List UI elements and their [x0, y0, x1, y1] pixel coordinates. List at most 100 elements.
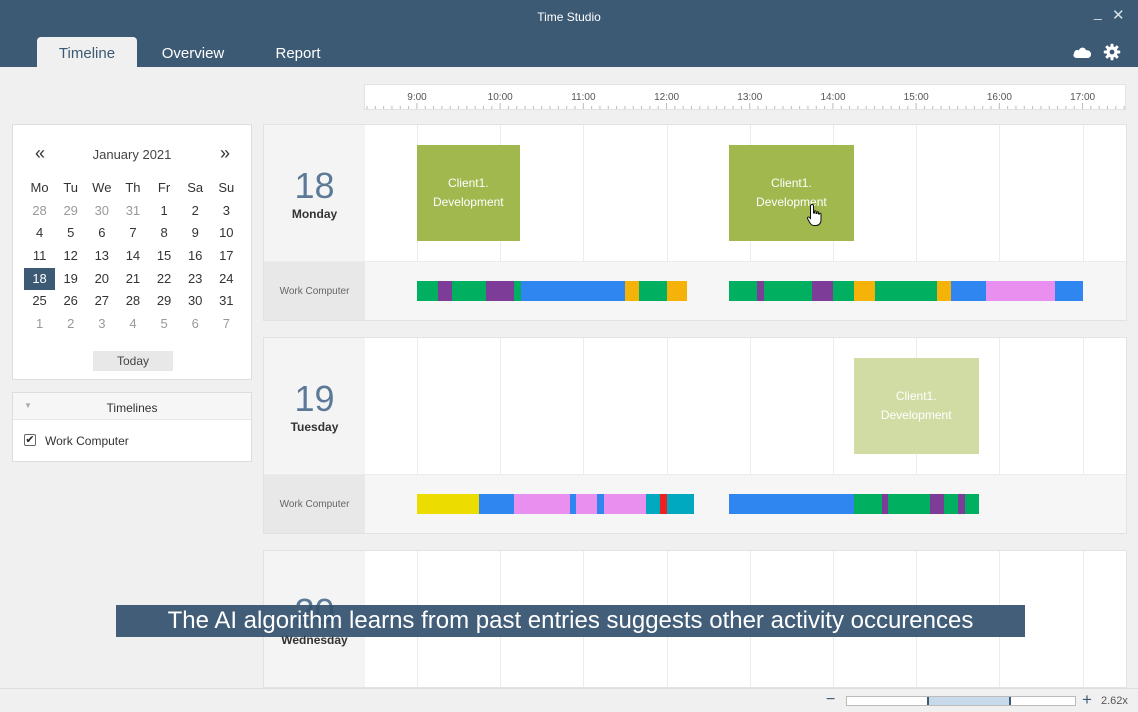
activity-segment[interactable]: [833, 281, 854, 301]
calendar-day[interactable]: 3: [98, 316, 106, 332]
activity-segment[interactable]: [569, 494, 577, 514]
calendar-day[interactable]: 23: [187, 270, 203, 286]
today-button[interactable]: Today: [93, 351, 173, 371]
timelines-panel-header[interactable]: ▼ Timelines: [13, 393, 251, 420]
tab-report[interactable]: Report: [275, 45, 321, 62]
calendar-day[interactable]: 1: [160, 202, 168, 218]
calendar-day[interactable]: 7: [129, 225, 137, 241]
calendar-day[interactable]: 25: [32, 293, 47, 309]
activity-segment[interactable]: [437, 281, 452, 301]
zoom-out-button[interactable]: −: [826, 691, 836, 708]
calendar-day[interactable]: 9: [191, 225, 199, 241]
activity-segment[interactable]: [950, 281, 986, 301]
activity-segment[interactable]: [881, 494, 889, 514]
calendar-day[interactable]: 4: [35, 225, 44, 241]
close-button[interactable]: ✕: [1112, 7, 1125, 24]
activity-segment[interactable]: [638, 281, 667, 301]
activity-segment[interactable]: [985, 281, 1055, 301]
activity-segment[interactable]: [763, 281, 813, 301]
activity-segment[interactable]: [1054, 281, 1083, 301]
activity-segment[interactable]: [729, 281, 757, 301]
activity-block[interactable]: Client1. Development: [729, 145, 854, 241]
calendar-day[interactable]: 29: [63, 202, 78, 218]
activity-segment[interactable]: [812, 281, 833, 301]
calendar-day[interactable]: 27: [94, 293, 110, 309]
calendar-day[interactable]: 20: [94, 270, 110, 286]
calendar-day[interactable]: 14: [125, 248, 141, 264]
activity-segment[interactable]: [514, 494, 570, 514]
calendar-day[interactable]: 30: [187, 293, 203, 309]
activity-segment[interactable]: [729, 494, 854, 514]
zoom-slider[interactable]: [846, 696, 1076, 706]
activity-segment[interactable]: [943, 494, 958, 514]
collapse-arrow-icon[interactable]: ▼: [24, 401, 32, 410]
activity-segment[interactable]: [486, 281, 515, 301]
activity-segment[interactable]: [645, 494, 660, 514]
activity-segment[interactable]: [479, 494, 515, 514]
activity-segment[interactable]: [451, 281, 487, 301]
calendar-day[interactable]: 18: [24, 267, 56, 291]
calendar-day[interactable]: 6: [98, 225, 106, 241]
activity-segment[interactable]: [666, 494, 695, 514]
zoom-in-button[interactable]: +: [1082, 690, 1092, 709]
activity-segment[interactable]: [937, 281, 951, 301]
tab-timeline[interactable]: Timeline: [37, 37, 137, 67]
calendar-day[interactable]: 10: [219, 225, 234, 241]
calendar-day[interactable]: 7: [222, 316, 230, 332]
prev-month-button[interactable]: «: [35, 143, 46, 163]
calendar-day[interactable]: 11: [32, 248, 47, 264]
calendar-day[interactable]: 13: [94, 248, 110, 264]
calendar-day[interactable]: 21: [125, 270, 141, 286]
activity-segment[interactable]: [597, 494, 605, 514]
work-computer-checkbox[interactable]: ✔: [24, 434, 36, 446]
calendar-day[interactable]: 5: [67, 225, 75, 241]
calendar-day[interactable]: 12: [63, 248, 78, 264]
next-month-button[interactable]: »: [220, 143, 231, 163]
calendar-day[interactable]: 19: [63, 270, 78, 286]
calendar-day[interactable]: 22: [156, 270, 172, 286]
activity-segment[interactable]: [514, 281, 521, 301]
activity-segment[interactable]: [957, 494, 965, 514]
calendar-day[interactable]: 24: [219, 270, 234, 286]
activity-segment[interactable]: [625, 281, 639, 301]
calendar-day[interactable]: 26: [63, 293, 78, 309]
calendar-day[interactable]: 31: [125, 202, 141, 218]
zoom-range-handle[interactable]: [926, 697, 1012, 705]
activity-block[interactable]: Client1. Development: [417, 145, 520, 241]
calendar-day[interactable]: 29: [156, 293, 172, 309]
calendar-day[interactable]: 5: [160, 316, 168, 332]
activity-segment[interactable]: [853, 281, 875, 301]
calendar-day[interactable]: 4: [129, 316, 137, 332]
cloud-icon[interactable]: [1072, 45, 1092, 59]
calendar-day[interactable]: 30: [94, 202, 110, 218]
calendar-day[interactable]: 28: [125, 293, 141, 309]
activity-segment[interactable]: [930, 494, 944, 514]
suggested-activity-block[interactable]: Client1. Development: [853, 358, 979, 454]
activity-segment[interactable]: [888, 494, 931, 514]
calendar-day[interactable]: 8: [160, 225, 168, 241]
activity-segment[interactable]: [417, 281, 438, 301]
gear-icon[interactable]: [1103, 43, 1121, 61]
calendar-day[interactable]: 31: [219, 293, 234, 309]
calendar-day[interactable]: 2: [67, 316, 75, 332]
calendar-day[interactable]: 3: [222, 202, 230, 218]
activity-segment[interactable]: [666, 281, 688, 301]
calendar-day[interactable]: 28: [32, 202, 47, 218]
activity-segment[interactable]: [521, 281, 625, 301]
activity-segment[interactable]: [576, 494, 598, 514]
calendar-day[interactable]: 1: [35, 316, 44, 332]
tab-overview[interactable]: Overview: [161, 45, 225, 62]
calendar-day[interactable]: 15: [156, 248, 172, 264]
activity-segment[interactable]: [417, 494, 480, 514]
activity-segment[interactable]: [659, 494, 667, 514]
activity-segment[interactable]: [853, 494, 882, 514]
activity-segment[interactable]: [604, 494, 646, 514]
calendar-day[interactable]: 6: [191, 316, 199, 332]
calendar-day[interactable]: 17: [219, 248, 234, 264]
activity-segment[interactable]: [964, 494, 979, 514]
activity-segment[interactable]: [874, 281, 937, 301]
minimize-button[interactable]: _: [1094, 4, 1102, 20]
calendar-day[interactable]: 16: [187, 248, 203, 264]
calendar-day[interactable]: 2: [191, 202, 199, 218]
activity-segment[interactable]: [756, 281, 764, 301]
